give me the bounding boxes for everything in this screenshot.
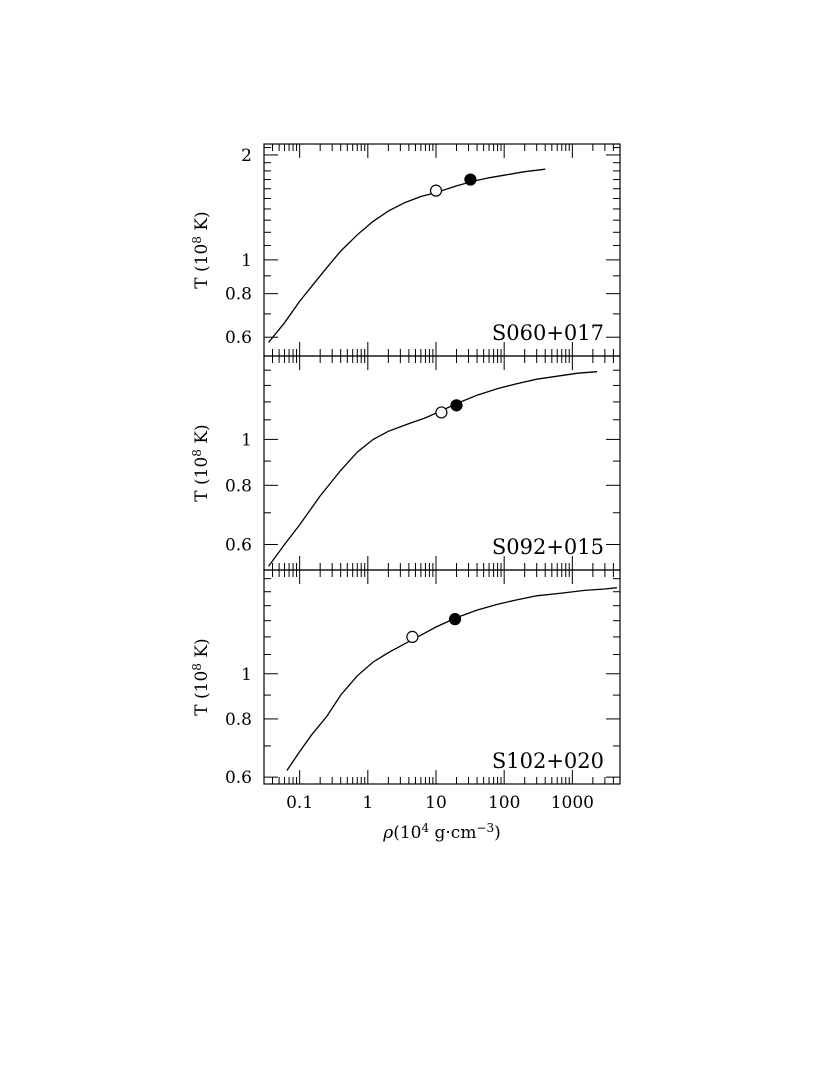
x-tick-label: 1 — [362, 793, 373, 813]
x-tick-label: 1000 — [551, 793, 594, 813]
y-tick-label: 0.6 — [225, 768, 252, 788]
y-axis-title-part: K) — [192, 424, 212, 449]
y-axis-title-part: T (10 — [192, 457, 212, 502]
panel-label: S102+020 — [492, 749, 604, 773]
plot-frame — [263, 569, 621, 785]
open-marker — [435, 406, 448, 419]
x-tick-label: 100 — [488, 793, 520, 813]
filled-marker — [448, 613, 462, 626]
y-axis-title: T (108 K) — [190, 211, 212, 288]
x-axis-title-part: 4 — [421, 821, 429, 835]
x-axis-title-part: ) — [494, 823, 501, 843]
x-axis-title-part: g·cm — [429, 823, 476, 843]
panel-2: 0.6 0.8 1 T (108 K) S092+015 — [190, 355, 621, 571]
series-line-1 — [286, 587, 617, 771]
open-marker — [429, 184, 443, 197]
y-axis-title-part: K) — [192, 638, 212, 663]
x-tick-label: 0.1 — [286, 793, 313, 813]
y-tick-label: 1 — [241, 665, 252, 685]
y-axis-title-sup: 8 — [190, 449, 204, 457]
panel-label: S092+015 — [492, 535, 604, 559]
y-axis-title-sup: 8 — [190, 236, 204, 244]
y-axis-title: T (108 K) — [190, 638, 212, 715]
series-line-1 — [268, 168, 546, 343]
x-axis-title-part: −3 — [476, 821, 494, 835]
y-tick-label: 0.8 — [225, 285, 252, 305]
y-tick-label: 0.8 — [225, 710, 252, 730]
filled-marker — [464, 173, 477, 186]
open-marker — [406, 630, 419, 643]
y-axis-title-part: K) — [192, 211, 212, 236]
panel-label: S060+017 — [492, 321, 604, 345]
y-axis-title: T (108 K) — [190, 424, 212, 501]
series-line-1 — [268, 371, 598, 567]
x-axis-title: ρ(104 g·cm−3) — [382, 821, 501, 843]
panel-1: 0.6 0.8 1 2 T (108 K) S060+017 — [190, 143, 621, 357]
y-tick-label: 0.6 — [225, 535, 252, 555]
x-axis-title-part: ρ — [382, 823, 393, 843]
panel-3: 0.6 0.8 1 T (108 K) S102+020 0.1 1 10 100 1000 ρ(1… — [190, 569, 621, 843]
y-tick-label: 1 — [241, 430, 252, 450]
x-tick-label: 10 — [425, 793, 447, 813]
y-tick-label: 1 — [241, 251, 252, 271]
y-axis-title-part: T (10 — [192, 671, 212, 716]
y-axis-title-part: T (10 — [192, 244, 212, 289]
y-tick-label: 0.8 — [225, 476, 252, 496]
y-axis-title-sup: 8 — [190, 663, 204, 671]
x-axis-title-part: (10 — [393, 823, 421, 843]
y-tick-label: 2 — [241, 146, 252, 166]
y-tick-label: 0.6 — [225, 328, 252, 348]
filled-marker — [450, 399, 463, 412]
